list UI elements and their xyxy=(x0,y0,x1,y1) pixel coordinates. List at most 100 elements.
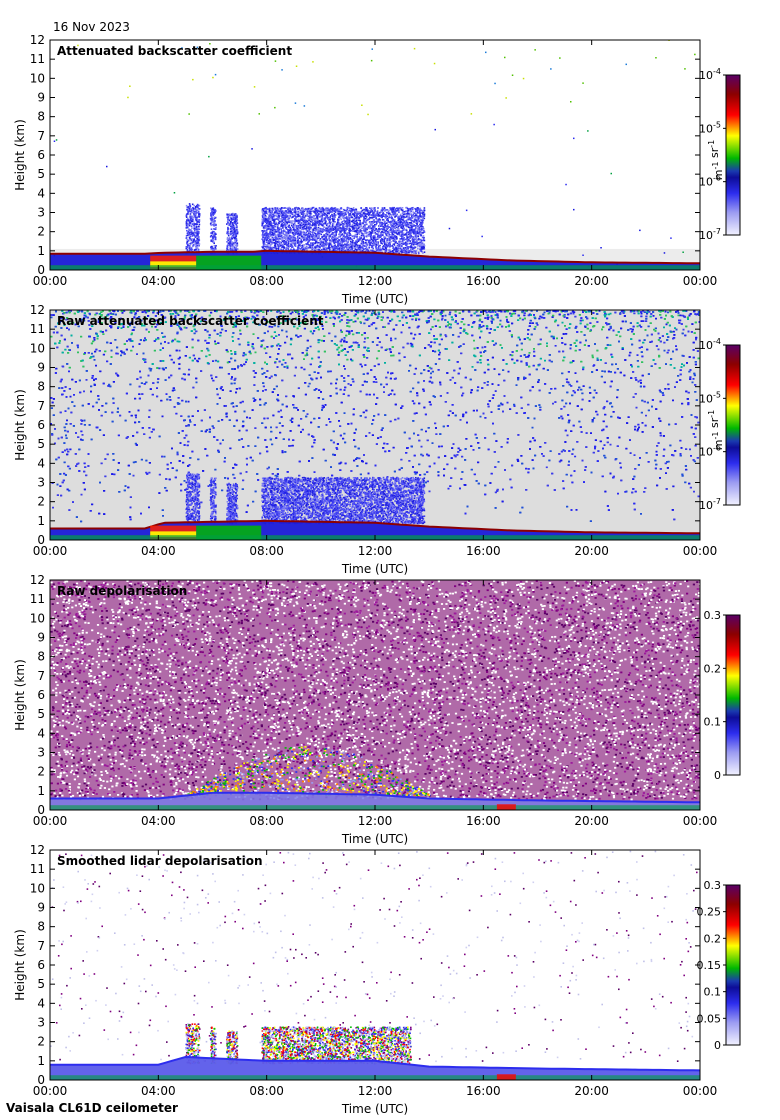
layer-top-line xyxy=(50,1055,700,1072)
colorbar-tick-label: 10-6 xyxy=(699,444,721,459)
date-label: 16 Nov 2023 xyxy=(53,20,130,34)
y-tick-label: 6 xyxy=(37,148,45,162)
y-tick-label: 11 xyxy=(30,52,45,66)
y-tick-label: 2 xyxy=(37,225,45,239)
y-tick-label: 4 xyxy=(37,456,45,470)
x-tick-label: 00:00 xyxy=(683,544,718,558)
x-tick-label: 12:00 xyxy=(358,544,393,558)
x-tick-label: 12:00 xyxy=(358,814,393,828)
colorbar-tick-label: 10-5 xyxy=(699,120,721,135)
y-tick-label: 8 xyxy=(37,650,45,664)
x-tick-label: 08:00 xyxy=(249,274,284,288)
x-tick-label: 08:00 xyxy=(249,814,284,828)
y-tick-label: 7 xyxy=(37,939,45,953)
y-tick-label: 11 xyxy=(30,592,45,606)
layer-top-line xyxy=(50,519,700,535)
x-tick-label: 08:00 xyxy=(249,1084,284,1098)
x-tick-label: 16:00 xyxy=(466,544,501,558)
colorbar-unit-label: m-1 sr-1 xyxy=(707,410,725,450)
y-tick-label: 1 xyxy=(37,784,45,798)
x-tick-label: 20:00 xyxy=(574,814,609,828)
y-tick-label: 7 xyxy=(37,129,45,143)
y-tick-label: 12 xyxy=(30,573,45,587)
x-tick-label: 00:00 xyxy=(33,274,68,288)
x-tick-label: 04:00 xyxy=(141,814,176,828)
x-tick-label: 00:00 xyxy=(33,544,68,558)
y-tick-label: 2 xyxy=(37,765,45,779)
x-tick-label: 16:00 xyxy=(466,1084,501,1098)
colorbar-tick-label: 0.1 xyxy=(704,716,722,729)
y-tick-label: 2 xyxy=(37,1035,45,1049)
x-axis-label: Time (UTC) xyxy=(341,562,408,576)
x-tick-label: 00:00 xyxy=(683,1084,718,1098)
colorbar-tick-label: 10-4 xyxy=(699,337,721,352)
y-tick-label: 11 xyxy=(30,322,45,336)
x-tick-label: 12:00 xyxy=(358,1084,393,1098)
x-tick-label: 00:00 xyxy=(33,1084,68,1098)
y-tick-label: 1 xyxy=(37,514,45,528)
y-tick-label: 12 xyxy=(30,33,45,47)
panel-title: Raw depolarisation xyxy=(57,584,187,598)
y-tick-label: 3 xyxy=(37,206,45,220)
y-tick-label: 9 xyxy=(37,631,45,645)
layer-top-line xyxy=(50,791,700,804)
x-tick-label: 16:00 xyxy=(466,814,501,828)
colorbar-unit-label: m-1 sr-1 xyxy=(707,140,725,180)
x-tick-label: 04:00 xyxy=(141,544,176,558)
x-tick-label: 04:00 xyxy=(141,1084,176,1098)
y-tick-label: 9 xyxy=(37,361,45,375)
panel-title: Raw attenuated backscatter coefficient xyxy=(57,314,324,328)
x-tick-label: 20:00 xyxy=(574,274,609,288)
y-tick-label: 5 xyxy=(37,707,45,721)
y-tick-label: 5 xyxy=(37,167,45,181)
y-tick-label: 11 xyxy=(30,862,45,876)
x-axis-label: Time (UTC) xyxy=(341,1102,408,1116)
x-tick-label: 08:00 xyxy=(249,544,284,558)
colorbar-tick-label: 0 xyxy=(714,1039,721,1052)
colorbar: 0 0.1 0.2 0.3 xyxy=(704,609,741,782)
y-tick-label: 1 xyxy=(37,244,45,258)
y-tick-label: 3 xyxy=(37,746,45,760)
x-tick-label: 12:00 xyxy=(358,274,393,288)
heatmap-area xyxy=(50,40,700,270)
x-axis-label: Time (UTC) xyxy=(341,292,408,306)
y-tick-label: 10 xyxy=(30,71,45,85)
colorbar-tick-label: 0.05 xyxy=(697,1012,722,1025)
x-tick-label: 00:00 xyxy=(683,814,718,828)
y-axis-label: Height (km) xyxy=(13,929,27,1000)
heatmap-area xyxy=(50,310,700,540)
colorbar-tick-label: 0.15 xyxy=(697,959,722,972)
colorbar-tick-label: 10-5 xyxy=(699,390,721,405)
x-tick-label: 16:00 xyxy=(466,274,501,288)
y-tick-label: 6 xyxy=(37,958,45,972)
colorbar-tick-label: 10-7 xyxy=(699,497,721,512)
colorbar-tick-label: 0.2 xyxy=(704,932,722,945)
y-tick-label: 7 xyxy=(37,669,45,683)
y-axis-label: Height (km) xyxy=(13,659,27,730)
y-tick-label: 2 xyxy=(37,495,45,509)
panel-title: Attenuated backscatter coefficient xyxy=(57,44,292,58)
y-tick-label: 10 xyxy=(30,881,45,895)
y-tick-label: 10 xyxy=(30,611,45,625)
y-tick-label: 9 xyxy=(37,901,45,915)
y-tick-label: 4 xyxy=(37,186,45,200)
colorbar: 0 0.05 0.1 0.15 0.2 0.25 0.3 xyxy=(697,879,741,1052)
colorbar-tick-label: 0.3 xyxy=(704,609,722,622)
instrument-label: Vaisala CL61D ceilometer xyxy=(6,1101,178,1115)
y-tick-label: 12 xyxy=(30,843,45,857)
y-tick-label: 5 xyxy=(37,977,45,991)
panel-title: Smoothed lidar depolarisation xyxy=(57,854,263,868)
y-tick-label: 0 xyxy=(37,533,45,547)
y-tick-label: 3 xyxy=(37,1016,45,1030)
x-tick-label: 04:00 xyxy=(141,274,176,288)
boundary-layer xyxy=(50,1057,700,1080)
y-tick-label: 1 xyxy=(37,1054,45,1068)
y-tick-label: 6 xyxy=(37,418,45,432)
y-tick-label: 7 xyxy=(37,399,45,413)
y-tick-label: 4 xyxy=(37,996,45,1010)
y-axis-label: Height (km) xyxy=(13,119,27,190)
